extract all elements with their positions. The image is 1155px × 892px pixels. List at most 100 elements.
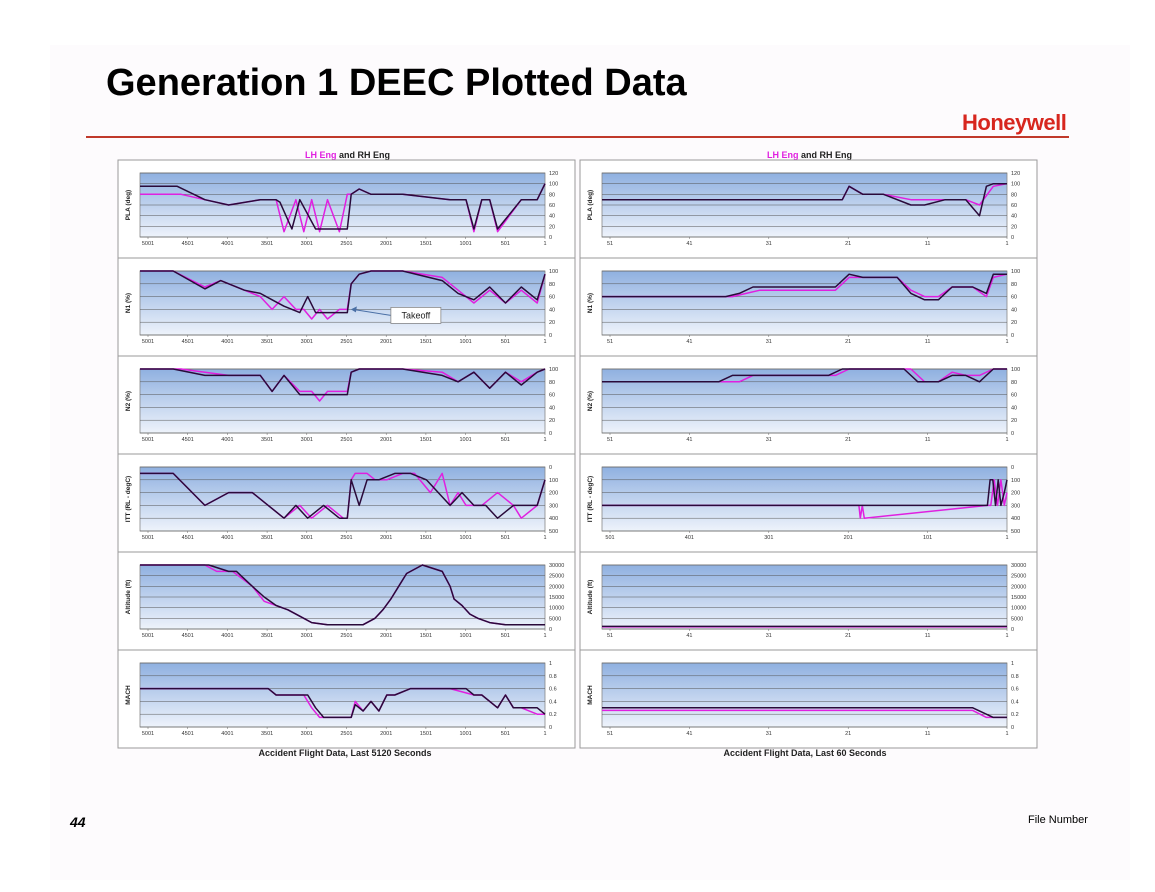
- x-tick-label: 5001: [142, 633, 154, 639]
- x-tick-label: 501: [605, 535, 614, 541]
- title-rule: [86, 136, 1069, 138]
- y-tick-label: 10000: [549, 606, 564, 612]
- x-tick-label: 4501: [182, 535, 194, 541]
- y-tick-label: 0.6: [1011, 687, 1019, 693]
- y-tick-label: 80: [1011, 192, 1017, 198]
- x-tick-label: 51: [607, 633, 613, 639]
- left-column-legend: LH Eng and RH Eng: [300, 150, 395, 160]
- rh-eng-line: [140, 564, 545, 626]
- y-axis-label: PLA (deg): [125, 190, 132, 220]
- y-tick-label: 80: [1011, 282, 1017, 288]
- slide-title: Generation 1 DEEC Plotted Data: [106, 62, 687, 104]
- x-tick-label: 1: [1005, 339, 1008, 345]
- y-tick-label: 0: [1011, 465, 1014, 471]
- lh-eng-line: [602, 273, 1008, 298]
- x-tick-label: 401: [685, 535, 694, 541]
- x-tick-label: 2001: [380, 339, 392, 345]
- y-tick-label: 0.2: [549, 712, 557, 718]
- x-tick-label: 1: [543, 241, 546, 247]
- x-tick-label: 21: [845, 437, 851, 443]
- x-tick-label: 1: [543, 535, 546, 541]
- y-tick-label: 100: [1011, 269, 1020, 275]
- legend-lh-eng: LH Eng: [305, 150, 337, 160]
- x-tick-label: 1001: [459, 339, 471, 345]
- y-tick-label: 0.8: [1011, 674, 1019, 680]
- x-tick-label: 1: [543, 437, 546, 443]
- x-tick-label: 2001: [380, 241, 392, 247]
- y-tick-label: 25000: [1011, 574, 1026, 580]
- x-tick-label: 5001: [142, 535, 154, 541]
- x-tick-label: 4001: [221, 535, 233, 541]
- x-tick-label: 3001: [301, 731, 313, 737]
- x-tick-label: 41: [686, 241, 692, 247]
- x-tick-label: 21: [845, 339, 851, 345]
- y-tick-label: 400: [1011, 516, 1020, 522]
- y-tick-label: 300: [549, 503, 558, 509]
- y-tick-label: 200: [549, 491, 558, 497]
- x-tick-label: 2501: [340, 535, 352, 541]
- y-tick-label: 500: [1011, 529, 1020, 535]
- x-tick-label: 4501: [182, 241, 194, 247]
- y-tick-label: 0: [549, 333, 552, 339]
- x-tick-label: 501: [501, 437, 510, 443]
- plot-area: [139, 270, 546, 336]
- y-tick-label: 1: [549, 661, 552, 667]
- y-axis-label: ITT (RL - degC): [587, 476, 594, 522]
- x-tick-label: 1: [1005, 241, 1008, 247]
- y-axis-label: N1 (%): [125, 293, 132, 313]
- x-tick-label: 51: [607, 437, 613, 443]
- x-tick-label: 3001: [301, 633, 313, 639]
- y-tick-label: 80: [549, 192, 555, 198]
- legend-lh-eng: LH Eng: [767, 150, 799, 160]
- x-tick-label: 41: [686, 339, 692, 345]
- y-tick-label: 0.8: [549, 674, 557, 680]
- x-tick-label: 21: [845, 731, 851, 737]
- rh-eng-line: [602, 273, 1007, 301]
- y-axis-label: MACH: [125, 685, 132, 705]
- x-tick-label: 3501: [261, 535, 273, 541]
- x-tick-label: 1001: [459, 731, 471, 737]
- x-tick-label: 3501: [261, 437, 273, 443]
- y-tick-label: 100: [549, 478, 558, 484]
- y-tick-label: 100: [549, 269, 558, 275]
- x-tick-label: 1001: [459, 437, 471, 443]
- y-tick-label: 0: [549, 725, 552, 731]
- x-tick-label: 101: [923, 535, 932, 541]
- y-tick-label: 20: [549, 320, 555, 326]
- x-tick-label: 2501: [340, 339, 352, 345]
- y-tick-label: 0: [549, 431, 552, 437]
- y-tick-label: 300: [1011, 503, 1020, 509]
- x-tick-label: 11: [925, 437, 931, 443]
- y-tick-label: 10000: [1011, 606, 1026, 612]
- y-axis-label: PLA (deg): [587, 190, 594, 220]
- x-tick-label: 4501: [182, 633, 194, 639]
- rh-eng-line: [140, 183, 546, 230]
- x-tick-label: 3001: [301, 339, 313, 345]
- x-tick-label: 11: [925, 339, 931, 345]
- x-tick-label: 4501: [182, 339, 194, 345]
- x-tick-label: 1501: [420, 633, 432, 639]
- y-tick-label: 60: [549, 393, 555, 399]
- x-tick-label: 3501: [261, 731, 273, 737]
- y-tick-label: 5000: [1011, 616, 1023, 622]
- rh-eng-line: [140, 368, 546, 396]
- rh-eng-line: [140, 472, 546, 519]
- x-tick-label: 4001: [221, 633, 233, 639]
- x-tick-label: 21: [845, 241, 851, 247]
- x-tick-label: 2001: [380, 535, 392, 541]
- rh-eng-line: [602, 182, 1007, 217]
- annotation-arrow: [352, 308, 391, 316]
- y-tick-label: 60: [1011, 203, 1017, 209]
- y-tick-label: 20: [1011, 224, 1017, 230]
- x-tick-label: 2501: [340, 437, 352, 443]
- y-tick-label: 20000: [1011, 584, 1026, 590]
- x-tick-label: 1: [543, 731, 546, 737]
- y-tick-label: 0: [1011, 725, 1014, 731]
- y-tick-label: 200: [1011, 491, 1020, 497]
- plot-area: [601, 368, 1008, 434]
- x-tick-label: 5001: [142, 437, 154, 443]
- y-tick-label: 120: [1011, 171, 1020, 177]
- x-tick-label: 4001: [221, 241, 233, 247]
- y-tick-label: 25000: [549, 574, 564, 580]
- x-tick-label: 1: [1005, 437, 1008, 443]
